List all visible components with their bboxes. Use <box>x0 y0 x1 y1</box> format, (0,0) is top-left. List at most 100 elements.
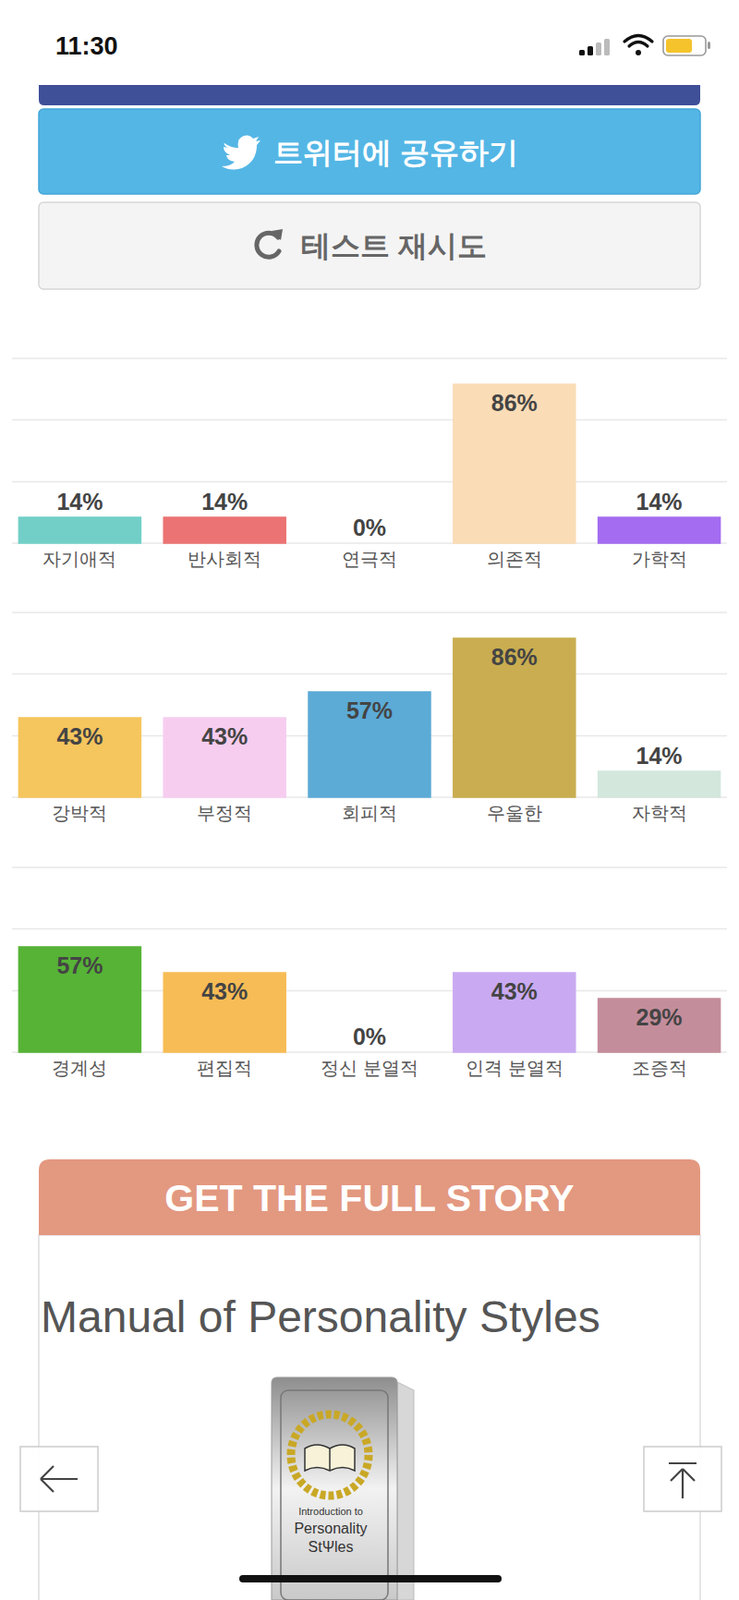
grid-line <box>12 419 727 422</box>
facebook-button-edge <box>38 84 701 106</box>
bar <box>308 542 431 545</box>
bar <box>308 691 431 798</box>
data-label: 43% <box>201 723 248 750</box>
wifi-dot <box>635 49 642 56</box>
category-label: 가학적 <box>631 548 688 570</box>
bar-chart: 14%자기애적14%반사회적0%연극적86%의존적14%가학적 <box>12 358 727 570</box>
data-label: 0% <box>352 1023 387 1050</box>
retry-button[interactable]: 테스트 재시도 <box>38 202 701 290</box>
bar <box>18 946 141 1053</box>
category-label: 정신 분열적 <box>320 1057 419 1079</box>
data-label: 14% <box>56 488 103 515</box>
signal-bar <box>587 46 594 56</box>
status-time: 11:30 <box>55 32 119 61</box>
grid-line <box>12 481 727 484</box>
wifi-icon <box>624 36 653 57</box>
refresh-icon-head <box>271 229 283 241</box>
top-arrow <box>668 1463 697 1499</box>
grid-line <box>12 866 727 869</box>
button-text: 트위터에 공유하기 <box>273 135 519 170</box>
battery-level <box>666 38 692 53</box>
data-label: 86% <box>491 389 538 416</box>
button-bg <box>38 202 701 290</box>
data-label: 14% <box>636 742 683 769</box>
wifi-arc <box>629 42 648 48</box>
bar <box>598 771 721 798</box>
bar <box>453 384 576 544</box>
grid-line <box>12 357 727 360</box>
category-label: 조증적 <box>631 1057 688 1079</box>
category-label: 연극적 <box>341 548 398 570</box>
book-cover-text: Personality <box>293 1520 367 1537</box>
book-frame <box>280 1390 388 1600</box>
bar <box>598 998 721 1053</box>
promo-body <box>38 1235 701 1600</box>
data-label: 43% <box>201 978 248 1005</box>
home-indicator <box>239 1574 502 1583</box>
labels: 14%자기애적14%반사회적0%연극적86%의존적14%가학적 <box>42 389 687 570</box>
data-label: 86% <box>491 643 538 670</box>
data-label: 29% <box>636 1004 683 1030</box>
bar <box>18 717 141 798</box>
bar <box>163 972 286 1053</box>
bar <box>453 972 576 1053</box>
grid-line <box>12 673 727 676</box>
bar <box>163 517 286 544</box>
back-arrow <box>40 1465 78 1492</box>
grid-line <box>12 928 727 931</box>
bars <box>18 384 720 544</box>
screen: 11:30트위터에 공유하기테스트 재시도14%자기애적14%반사회적0%연극적… <box>0 0 739 1600</box>
data-label: 14% <box>201 488 248 515</box>
twitter-button[interactable]: 트위터에 공유하기 <box>38 109 701 194</box>
bar-chart: 43%강박적43%부정적57%회피적86%우울한14%자학적 <box>12 612 727 824</box>
book-cover-text: StΨles <box>308 1538 354 1555</box>
data-label: 43% <box>491 978 538 1005</box>
button-bg <box>38 109 701 194</box>
category-label: 부정적 <box>196 802 253 824</box>
battery-icon <box>663 36 711 56</box>
category-label: 회피적 <box>341 802 398 824</box>
button-text: 테스트 재시도 <box>301 229 487 263</box>
category-label: 자기애적 <box>42 548 117 570</box>
page: {"status_bar": {"time": "11:30"}, "butto… <box>0 0 739 1600</box>
promo-header-bg <box>38 1159 701 1236</box>
back-button[interactable] <box>20 1446 98 1512</box>
bar <box>163 717 286 798</box>
book-wreath <box>290 1414 369 1496</box>
bar <box>308 1051 431 1054</box>
signal-bar <box>579 49 585 56</box>
book-emblem <box>304 1444 355 1471</box>
bar <box>18 517 141 544</box>
bars <box>18 638 720 798</box>
promo-title: Manual of Personality Styles <box>40 1292 601 1342</box>
book-image[interactable]: Introduction to PersonalityStΨles <box>271 1377 414 1600</box>
book-emblem-fold <box>328 1448 331 1471</box>
data-label: 43% <box>56 723 103 750</box>
labels: 43%강박적43%부정적57%회피적86%우울한14%자학적 <box>51 643 687 824</box>
category-label: 우울한 <box>486 802 543 824</box>
category-label: 의존적 <box>486 548 543 570</box>
category-label: 경계성 <box>51 1057 108 1079</box>
book-spine <box>397 1381 414 1600</box>
book-cover <box>271 1377 398 1600</box>
bar-chart: 57%경계성43%편집적0%정신 분열적43%인격 분열적29%조증적 <box>12 867 727 1079</box>
data-label: 0% <box>352 514 387 541</box>
signal-icon <box>579 38 610 56</box>
data-label: 57% <box>346 697 393 724</box>
data-label: 14% <box>636 488 683 515</box>
signal-bar <box>595 42 602 56</box>
button-bg <box>20 1446 98 1512</box>
bar <box>598 517 721 544</box>
refresh-icon-arc <box>256 232 279 257</box>
battery-outline <box>663 36 706 56</box>
top-button[interactable] <box>643 1446 722 1512</box>
promo-box: GET THE FULL STORYManual of Personality … <box>38 1159 701 1600</box>
category-label: 편집적 <box>196 1057 253 1079</box>
bar <box>453 638 576 798</box>
book-cover-text: Introduction to <box>298 1505 364 1517</box>
category-label: 강박적 <box>51 802 108 824</box>
battery-cap <box>707 41 711 49</box>
grid-line <box>12 611 727 614</box>
button-bg <box>643 1446 722 1512</box>
twitter-icon <box>221 134 261 170</box>
